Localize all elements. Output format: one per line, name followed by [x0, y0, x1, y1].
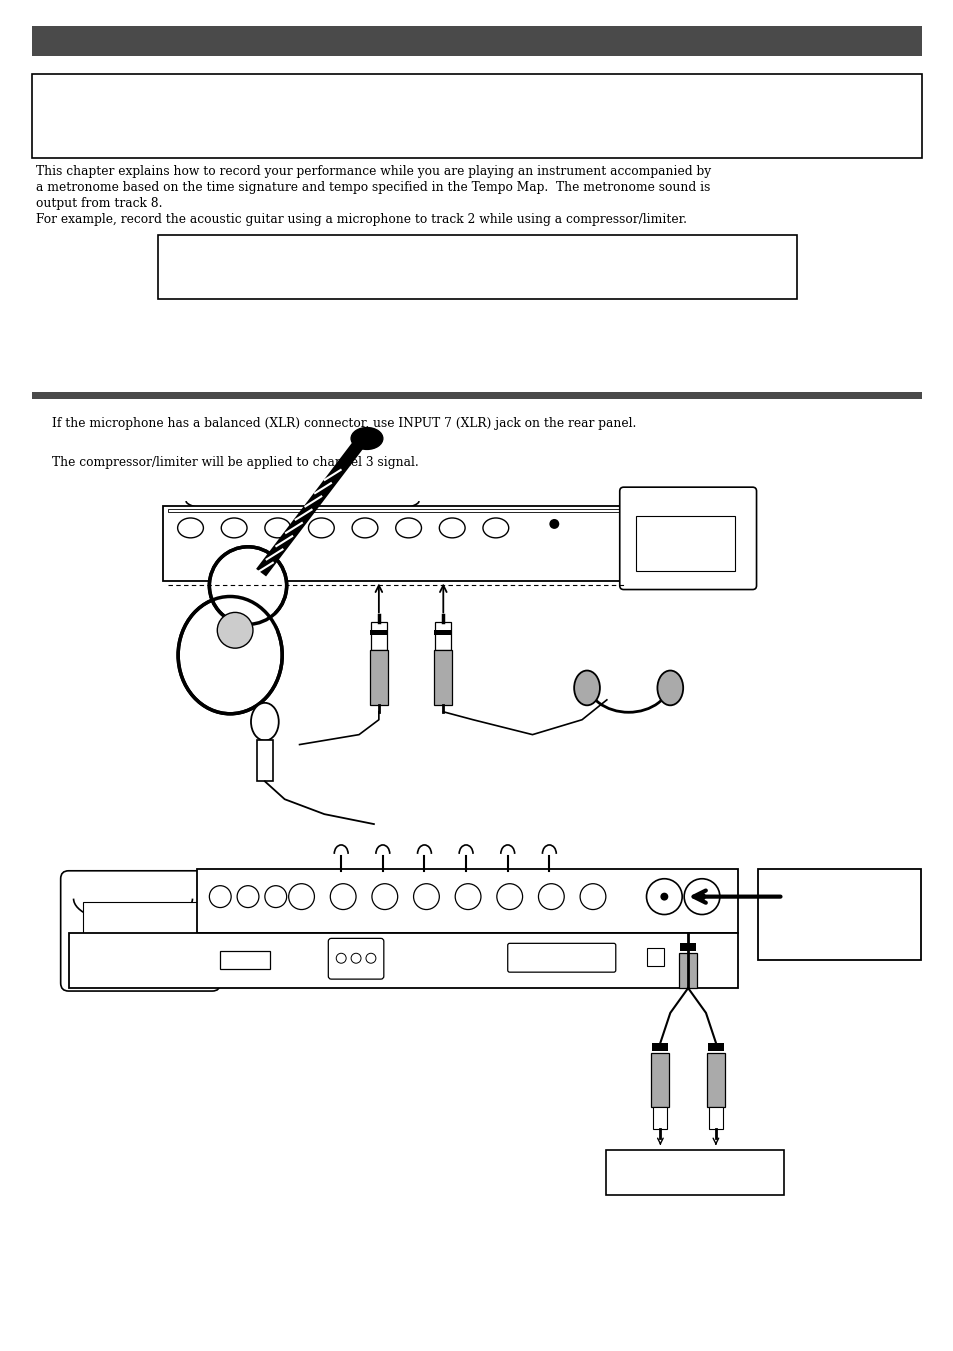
Text: This chapter explains how to record your performance while you are playing an in: This chapter explains how to record your…: [36, 165, 710, 178]
Bar: [706, 1052, 724, 1108]
Bar: [163, 507, 628, 581]
Circle shape: [335, 954, 346, 963]
Bar: [434, 631, 452, 635]
Circle shape: [698, 893, 705, 901]
Text: If the microphone has a balanced (XLR) connector, use INPUT 7 (XLR) jack on the : If the microphone has a balanced (XLR) c…: [51, 416, 636, 430]
Ellipse shape: [178, 597, 282, 713]
Ellipse shape: [177, 517, 203, 538]
Circle shape: [217, 612, 253, 648]
Circle shape: [237, 886, 258, 908]
Bar: [370, 631, 387, 635]
Bar: [635, 516, 734, 570]
Ellipse shape: [351, 427, 382, 450]
Ellipse shape: [308, 517, 334, 538]
Ellipse shape: [209, 547, 287, 624]
Circle shape: [579, 884, 605, 909]
Ellipse shape: [251, 703, 278, 740]
Circle shape: [659, 893, 668, 901]
FancyBboxPatch shape: [507, 943, 615, 973]
Bar: [220, 951, 270, 969]
Bar: [653, 1108, 666, 1129]
Bar: [757, 869, 920, 961]
Bar: [197, 869, 737, 934]
Bar: [708, 1108, 722, 1129]
Bar: [31, 74, 922, 158]
FancyBboxPatch shape: [328, 939, 383, 979]
Bar: [256, 739, 273, 781]
Bar: [31, 26, 922, 55]
Bar: [707, 1043, 723, 1051]
Circle shape: [455, 884, 480, 909]
Bar: [371, 623, 386, 650]
Circle shape: [549, 519, 558, 528]
Circle shape: [289, 884, 314, 909]
Circle shape: [351, 954, 360, 963]
Bar: [651, 1052, 669, 1108]
Bar: [168, 509, 623, 512]
Ellipse shape: [439, 517, 465, 538]
Circle shape: [646, 878, 681, 915]
Circle shape: [372, 884, 397, 909]
Text: output from track 8.: output from track 8.: [36, 197, 162, 209]
Ellipse shape: [221, 517, 247, 538]
Ellipse shape: [482, 517, 508, 538]
Circle shape: [366, 954, 375, 963]
Bar: [31, 392, 922, 399]
Circle shape: [414, 884, 439, 909]
Text: For example, record the acoustic guitar using a microphone to track 2 while usin: For example, record the acoustic guitar …: [36, 213, 686, 226]
Circle shape: [209, 886, 231, 908]
Ellipse shape: [657, 670, 682, 705]
Bar: [434, 650, 452, 705]
Ellipse shape: [265, 517, 291, 538]
Ellipse shape: [574, 670, 599, 705]
Text: The compressor/limiter will be applied to channel 3 signal.: The compressor/limiter will be applied t…: [51, 457, 418, 469]
Bar: [83, 901, 213, 977]
Bar: [679, 943, 696, 951]
Ellipse shape: [239, 598, 276, 653]
Bar: [370, 650, 387, 705]
Text: a metronome based on the time signature and tempo specified in the Tempo Map.  T: a metronome based on the time signature …: [36, 181, 710, 195]
Circle shape: [497, 884, 522, 909]
Ellipse shape: [395, 517, 421, 538]
Bar: [605, 1150, 783, 1194]
Circle shape: [683, 878, 720, 915]
Circle shape: [265, 886, 287, 908]
Bar: [435, 623, 451, 650]
Circle shape: [330, 884, 355, 909]
Bar: [646, 948, 663, 966]
Circle shape: [537, 884, 563, 909]
Bar: [652, 1043, 668, 1051]
Bar: [157, 235, 797, 300]
Bar: [69, 934, 737, 988]
Bar: [679, 954, 697, 988]
FancyBboxPatch shape: [61, 871, 220, 992]
FancyBboxPatch shape: [619, 488, 756, 589]
Ellipse shape: [352, 517, 377, 538]
